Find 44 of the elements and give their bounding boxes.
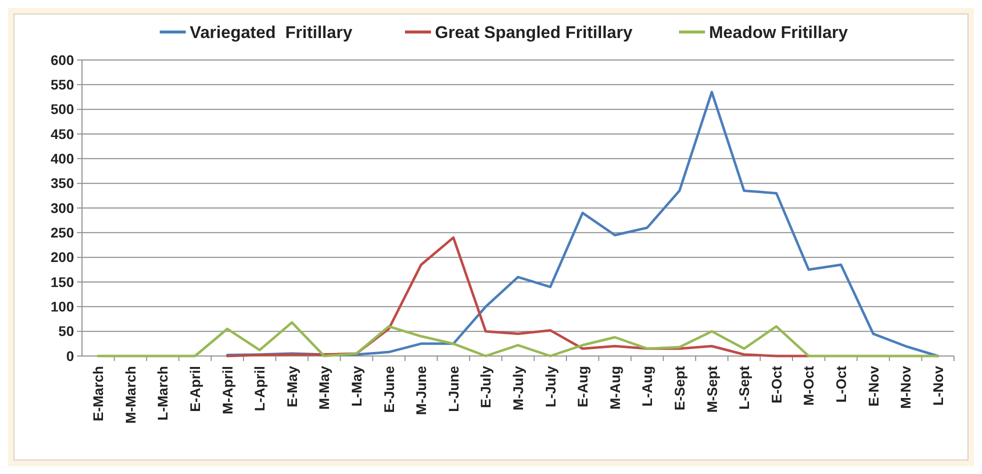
x-tick-label: L-June <box>445 366 462 412</box>
legend-label: Meadow Fritillary <box>709 22 848 42</box>
y-tick-label: 350 <box>50 175 74 192</box>
x-tick-label: M-Nov <box>898 366 914 409</box>
x-tick-label: L-May <box>348 366 365 406</box>
x-tick-label: M-May <box>316 366 332 410</box>
y-tick-label: 50 <box>58 323 74 340</box>
x-tick-label: M-July <box>510 366 526 410</box>
y-tick-label: 450 <box>50 126 74 142</box>
x-tick-label: L-Sept <box>736 366 752 410</box>
x-tick-label: L-Nov <box>930 366 946 406</box>
x-tick-label: E-May <box>284 366 300 408</box>
y-tick-label: 250 <box>50 224 74 241</box>
x-tick-label: L-July <box>542 366 558 408</box>
y-tick-label: 150 <box>50 274 74 290</box>
x-tick-label: M-Sept <box>704 366 720 413</box>
x-tick-label: E-Nov <box>865 366 882 406</box>
line-series <box>96 321 940 358</box>
y-tick-label: 500 <box>50 101 74 118</box>
y-tick-label: 600 <box>50 52 74 68</box>
y-tick-label: 200 <box>50 249 74 266</box>
x-tick-label: E-July <box>478 366 494 408</box>
x-tick-label: L-March <box>154 366 171 420</box>
x-tick-label: M-Aug <box>606 366 623 410</box>
legend-label: Variegated Fritillary <box>190 22 353 42</box>
y-tick-label: 300 <box>50 200 74 216</box>
y-tick-label: 400 <box>50 150 74 167</box>
x-tick-label: M-April <box>219 366 236 414</box>
x-tick-label: E-March <box>90 366 106 422</box>
x-tick-label: L-Aug <box>639 366 656 406</box>
x-tick-label: E-April <box>187 366 204 412</box>
y-tick-label: 550 <box>50 76 74 93</box>
x-tick-label: M-March <box>122 366 138 424</box>
y-tick-label: 100 <box>50 298 74 315</box>
legend-label: Great Spangled Fritillary <box>435 22 633 42</box>
x-tick-label: E-June <box>380 366 397 413</box>
x-tick-label: E-Oct <box>768 366 784 404</box>
x-tick-label: L-April <box>252 366 268 412</box>
x-tick-label: M-Oct <box>800 366 817 406</box>
x-tick-label: E-Aug <box>574 366 591 408</box>
y-tick-label: 0 <box>66 348 74 364</box>
x-tick-label: E-Sept <box>671 366 688 410</box>
x-tick-label: M-June <box>413 366 430 415</box>
x-tick-label: L-Oct <box>832 366 849 403</box>
